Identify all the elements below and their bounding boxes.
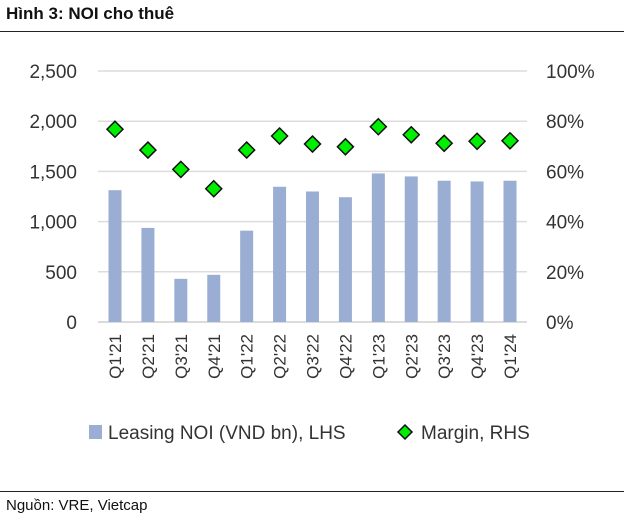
x-tick-label: Q1'22 <box>238 334 257 379</box>
bar <box>108 190 122 322</box>
legend-label: Margin, RHS <box>421 423 530 444</box>
margin-point <box>237 141 256 160</box>
bottom-divider <box>0 491 624 492</box>
bar <box>273 186 287 322</box>
x-tick-label: Q4'23 <box>468 334 487 379</box>
x-tick-label: Q3'23 <box>435 334 454 379</box>
margin-point <box>369 117 388 136</box>
x-tick-label: Q2'21 <box>139 334 158 379</box>
margin-point <box>468 132 487 151</box>
y-tick-label: 1,000 <box>29 213 77 234</box>
x-tick-label: Q2'23 <box>402 334 421 379</box>
x-tick-label: Q1'24 <box>501 334 520 379</box>
y2-tick-label: 80% <box>546 112 584 133</box>
chart: 0 500 1,000 1,500 2,000 2,500 0% 20% 40% 60% 80% 10… <box>29 62 595 444</box>
margin-point <box>138 141 157 160</box>
y-tick-label: 500 <box>45 263 77 284</box>
x-tick-label: Q1'23 <box>369 334 388 379</box>
x-tick-label: Q3'22 <box>304 334 323 379</box>
y-tick-label: 1,500 <box>29 162 77 183</box>
source-note: Nguồn: VRE, Vietcap <box>6 497 148 514</box>
y-tick-label: 2,500 <box>29 62 77 83</box>
bar <box>437 180 451 322</box>
bar <box>207 274 221 322</box>
x-tick-label: Q3'21 <box>172 334 191 379</box>
y-tick-label: 0 <box>66 313 77 334</box>
margin-point <box>435 134 454 153</box>
top-divider <box>0 31 624 32</box>
y-tick-label: 2,000 <box>29 112 77 133</box>
bar <box>338 197 352 322</box>
margin-point <box>204 179 223 198</box>
legend-label: Leasing NOI (VND bn), LHS <box>108 423 346 444</box>
legend-swatch-diamond <box>396 423 414 441</box>
bar <box>404 176 418 322</box>
bar <box>306 191 319 322</box>
y2-tick-label: 0% <box>546 313 574 334</box>
x-tick-label: Q1'21 <box>106 334 125 379</box>
bar <box>503 180 517 322</box>
bar <box>371 173 385 322</box>
margin-point <box>105 120 125 139</box>
margin-point <box>402 125 421 144</box>
margin-point <box>303 134 322 154</box>
bar <box>174 278 188 322</box>
margin-point <box>336 137 355 156</box>
x-tick-label: Q4'21 <box>205 334 224 379</box>
bar <box>470 181 484 322</box>
x-tick-label: Q4'22 <box>336 334 355 379</box>
margin-point <box>500 131 520 150</box>
bar <box>141 227 155 322</box>
y2-tick-label: 20% <box>546 263 584 284</box>
figure-title: Hình 3: NOI cho thuê <box>6 4 175 23</box>
y2-tick-label: 60% <box>546 162 584 183</box>
margin-point <box>171 160 190 179</box>
bar <box>240 230 254 322</box>
legend-swatch-bar <box>89 425 102 439</box>
margin-point <box>270 126 289 146</box>
y2-tick-label: 40% <box>546 213 584 234</box>
x-tick-label: Q2'22 <box>271 334 290 379</box>
y2-tick-label: 100% <box>546 62 595 83</box>
